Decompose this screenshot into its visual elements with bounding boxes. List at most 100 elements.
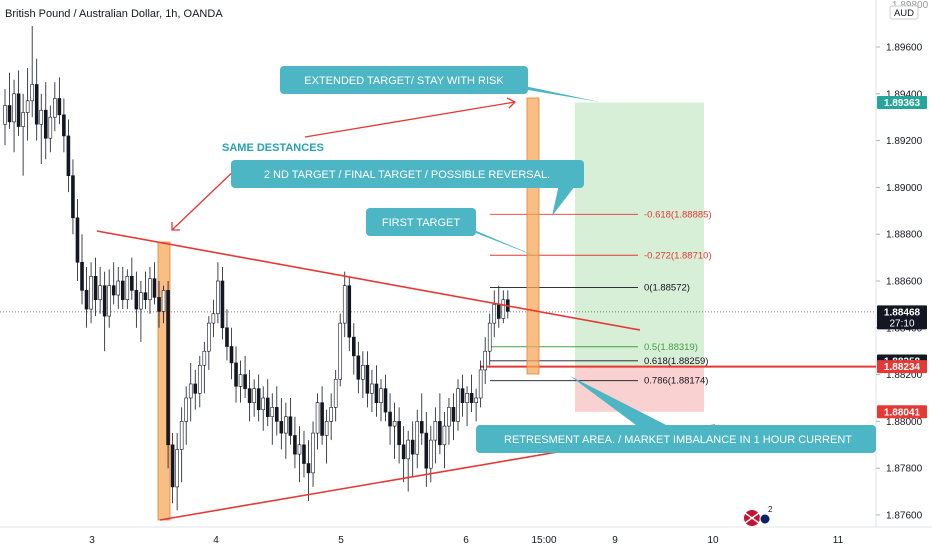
candle <box>193 369 198 410</box>
candle <box>34 58 39 141</box>
candle <box>166 281 170 469</box>
risk-zone[interactable] <box>575 366 704 412</box>
candle <box>71 159 75 235</box>
candle <box>53 82 57 132</box>
reward-zone[interactable] <box>575 102 704 367</box>
candle <box>487 313 492 366</box>
candle <box>274 386 279 436</box>
candle <box>474 388 478 422</box>
callout-retracement-area[interactable]: RETRESMENT AREA. / MARKET IMBALANCE IN 1… <box>476 425 876 453</box>
candle <box>388 393 392 445</box>
candle <box>401 426 406 483</box>
callout-pointer-second <box>552 180 575 216</box>
candle <box>197 355 202 408</box>
callout-extended-target[interactable]: EXTENDED TARGET/ STAY WITH RISK <box>280 66 528 94</box>
candle <box>120 266 125 310</box>
candle <box>438 393 442 455</box>
candle <box>98 266 102 314</box>
highlight-column-right[interactable] <box>526 97 540 375</box>
candle <box>43 82 48 160</box>
candle <box>306 440 311 501</box>
candle <box>410 421 415 478</box>
price-tick-label: 1.87600 <box>886 511 923 522</box>
callout-first-target-text: FIRST TARGET <box>382 217 461 229</box>
candle <box>188 362 193 422</box>
candle <box>157 281 161 328</box>
candle <box>361 351 365 398</box>
price-tick-label: 1.89200 <box>886 136 923 147</box>
callout-pointer-first <box>460 224 540 258</box>
price-axis[interactable]: 1.89800 AUD 1.896001.894001.892001.89000… <box>876 0 929 522</box>
currency-flags-icon[interactable]: 2 <box>744 505 773 526</box>
chart-title: British Pound / Australian Dollar, 1h, O… <box>5 8 223 20</box>
candle <box>270 393 275 445</box>
candle <box>102 271 107 352</box>
time-tick-label: 6 <box>463 535 469 546</box>
candle <box>492 290 497 338</box>
candle <box>184 386 188 445</box>
candle <box>456 379 460 431</box>
same-distance-arrow-right[interactable] <box>304 97 517 138</box>
candle <box>293 416 297 469</box>
price-tick-label: 1.89400 <box>886 89 923 100</box>
price-tick-label: 1.88600 <box>886 277 923 288</box>
candle <box>365 351 370 408</box>
callout-retracement-text: RETRESMENT AREA. / MARKET IMBALANCE IN 1… <box>504 434 852 446</box>
candle <box>216 262 220 324</box>
currency-badge[interactable] <box>889 5 919 20</box>
callout-first-target[interactable]: FIRST TARGET <box>366 208 476 236</box>
svg-text:2: 2 <box>768 505 773 514</box>
price-tick-label: 1.88800 <box>886 230 923 241</box>
time-tick-label: 10 <box>707 535 719 546</box>
fib-retracement[interactable]: -0.618(1.88885) -0.272(1.88710) 0(1.88572)… <box>490 209 712 387</box>
candle <box>107 269 111 328</box>
candle <box>80 234 84 305</box>
fib-level-label: 0.5(1.88319) <box>644 342 698 353</box>
candle <box>460 374 465 417</box>
candle <box>284 402 288 459</box>
candle <box>338 313 343 387</box>
price-badge: 1.88041 <box>877 405 927 419</box>
candle <box>125 269 130 310</box>
fib-level-label: 0.786(1.88174) <box>644 376 708 387</box>
candle <box>279 398 284 450</box>
currency-label: AUD <box>894 8 914 19</box>
time-tick-label: 11 <box>833 535 844 546</box>
candle <box>25 68 30 141</box>
candle <box>451 393 456 441</box>
candle <box>179 407 184 483</box>
same-distances-label: SAME DESTANCES <box>222 142 324 154</box>
callout-second-target[interactable]: 2 ND TARGET / FINAL TARGET / POSSIBLE RE… <box>231 160 584 188</box>
same-distance-arrow-left[interactable] <box>171 164 241 231</box>
triangle-upper-line[interactable] <box>96 230 641 331</box>
candle <box>238 360 243 403</box>
candle <box>66 119 71 193</box>
price-tick-label: 1.87800 <box>886 464 923 475</box>
candle <box>116 266 121 310</box>
price-tick-label: 1.89000 <box>886 183 923 194</box>
candlestick-series <box>3 25 510 511</box>
candle <box>75 199 80 281</box>
candle <box>225 309 229 361</box>
time-tick-label: 15:00 <box>531 535 556 546</box>
callout-pointer-extended <box>515 84 600 102</box>
price-tick-label: 1.89600 <box>886 43 923 54</box>
candle <box>392 402 397 459</box>
time-tick-label: 9 <box>612 535 618 546</box>
candle <box>397 407 401 464</box>
candle <box>93 257 98 317</box>
candle <box>220 266 225 340</box>
fib-level-label: -0.272(1.88710) <box>644 250 712 261</box>
candle <box>211 299 216 338</box>
candle <box>469 374 474 413</box>
candle <box>311 421 315 487</box>
candle <box>161 285 166 324</box>
candle <box>465 386 469 427</box>
candle <box>320 386 324 445</box>
candle <box>207 316 211 370</box>
time-axis[interactable]: 3 4 5 6 15:00 9 10 11 <box>89 535 843 546</box>
candle <box>202 341 207 394</box>
candle <box>297 426 302 483</box>
